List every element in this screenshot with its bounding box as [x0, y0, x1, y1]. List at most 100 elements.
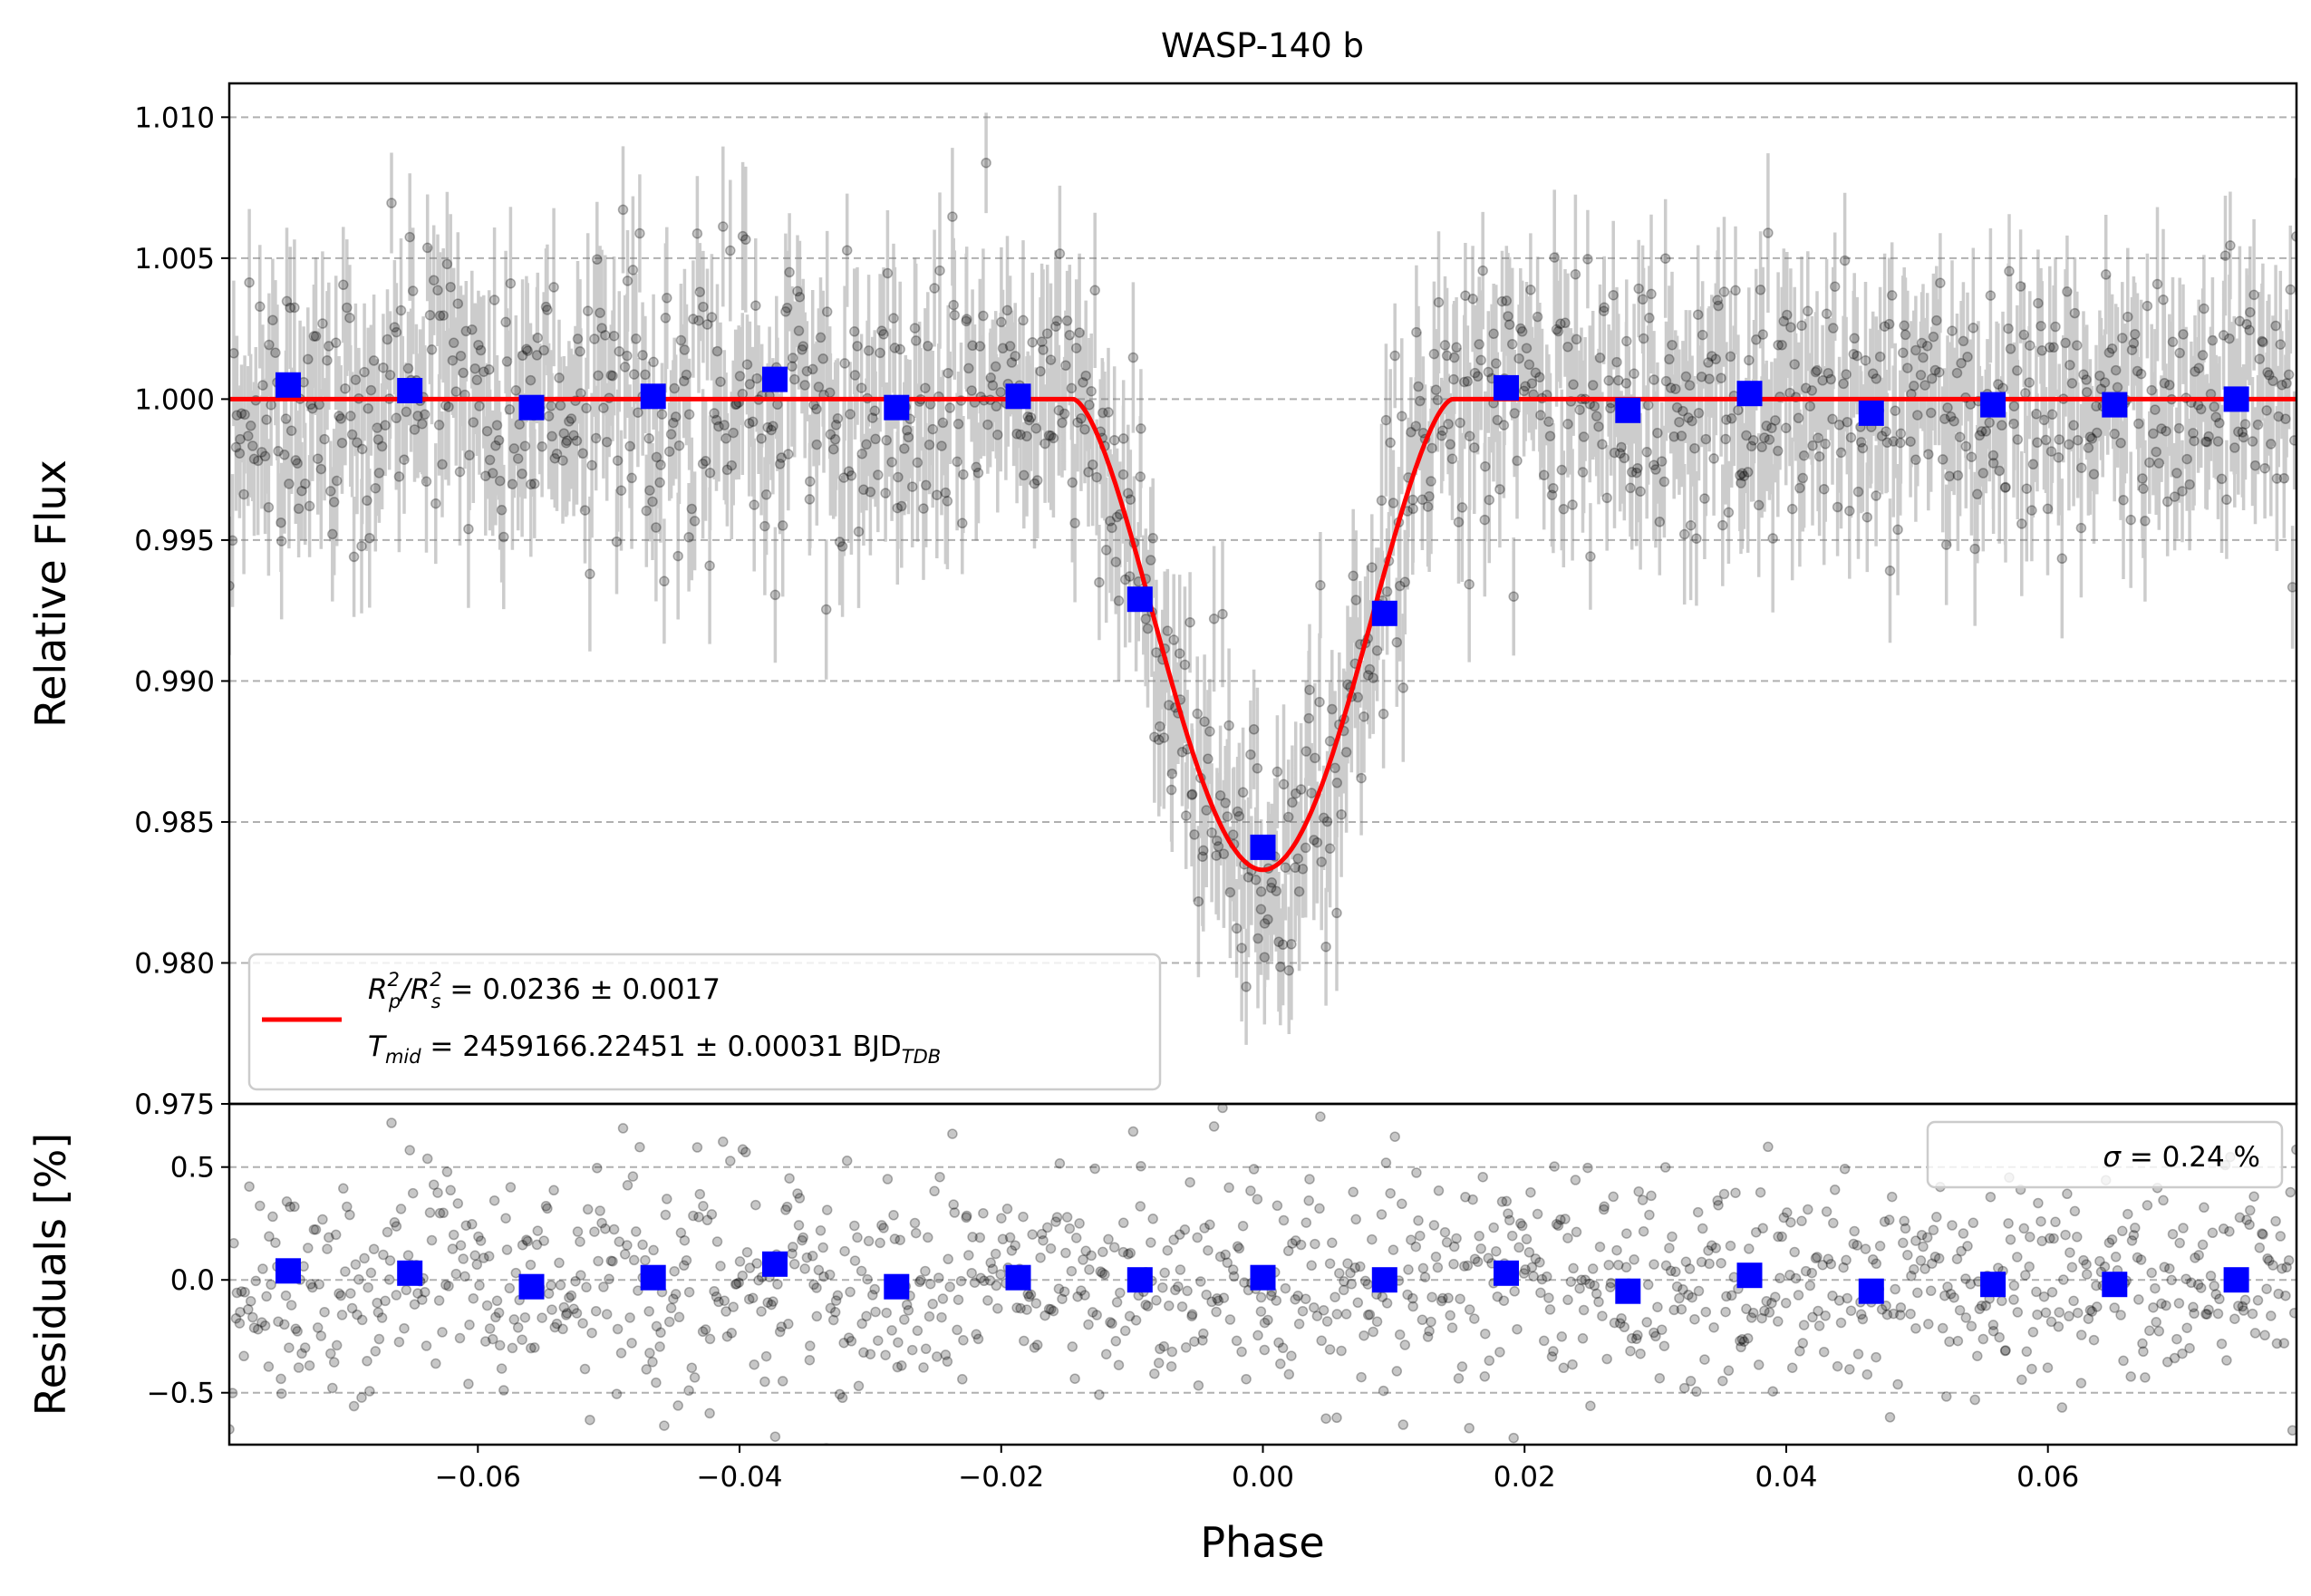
residual-point [1446, 1322, 1458, 1333]
residual-point [996, 1213, 1007, 1224]
residual-point [693, 1212, 704, 1223]
residual-point [2099, 1261, 2111, 1272]
residual-point [526, 1342, 537, 1354]
residual-point [631, 1226, 642, 1237]
residual-point [2018, 1223, 2030, 1234]
flux-point [797, 344, 807, 355]
flux-point [1204, 726, 1215, 737]
flux-point [2287, 582, 2296, 593]
flux-point [1693, 408, 1705, 419]
residual-point [455, 1240, 467, 1251]
flux-y-tick-label: 0.975 [134, 1088, 215, 1121]
flux-point [1712, 295, 1723, 305]
residual-point [747, 1292, 759, 1303]
flux-point [2128, 338, 2140, 349]
residual-point [1292, 1291, 1303, 1301]
residual-point [982, 1295, 993, 1306]
residual-point [1534, 1257, 1545, 1268]
residual-point [437, 1327, 448, 1338]
residual-point [560, 1310, 572, 1320]
residual-point [1825, 1258, 1837, 1270]
residual-point [2008, 1280, 2020, 1291]
flux-point [1842, 416, 1853, 428]
residual-point [1428, 1220, 1440, 1231]
flux-point [2281, 378, 2292, 389]
residual-point [867, 1290, 878, 1301]
residual-point [1976, 1300, 1987, 1311]
flux-panel: 0.9750.9800.9850.9900.9951.0001.0051.010… [26, 82, 2298, 1121]
residual-point [1707, 1240, 1717, 1252]
residual-point [2280, 1290, 2291, 1301]
residual-point [315, 1330, 327, 1341]
flux-point [1560, 317, 1571, 329]
flux-point [1933, 366, 1945, 378]
residual-point [832, 1290, 844, 1301]
flux-point [1428, 348, 1440, 360]
residual-point [487, 1333, 498, 1345]
residual-point [1756, 1312, 1767, 1324]
residual-point [1107, 1318, 1117, 1330]
flux-point [1503, 311, 1513, 322]
residual-point [1151, 1295, 1162, 1306]
flux-point [395, 305, 407, 316]
flux-point [1999, 482, 2011, 493]
residual-point [1290, 1235, 1301, 1246]
flux-point [607, 370, 618, 382]
residual-point [1972, 1350, 1983, 1361]
residual-point [873, 1335, 884, 1346]
flux-point [438, 310, 449, 321]
residual-point [853, 1380, 865, 1392]
residual-point [1397, 1419, 1409, 1430]
residual-point [296, 1348, 307, 1359]
flux-point [1321, 816, 1333, 827]
residual-point [647, 1357, 658, 1368]
flux-point [2238, 431, 2249, 443]
flux-point [2053, 452, 2064, 463]
residual-point [1692, 1206, 1704, 1218]
flux-point [768, 421, 778, 431]
residual-point [1689, 1313, 1700, 1325]
residual-point [376, 1312, 388, 1323]
residual-point [1480, 1328, 1491, 1340]
flux-point [327, 528, 338, 540]
residual-point [756, 1306, 767, 1317]
residual-point [331, 1340, 343, 1351]
residual-point [2072, 1307, 2084, 1319]
residual-point [510, 1267, 522, 1279]
flux-point [920, 479, 932, 491]
flux-point [1512, 455, 1523, 467]
residual-point [303, 1243, 314, 1253]
residuals-panel: −0.50.00.5 −0.06 −0.04 −0.02 0.00 0.02 0.04 0.… [26, 1102, 2298, 1567]
residual-point [345, 1288, 356, 1299]
residual-point [1931, 1212, 1942, 1223]
flux-point [1437, 425, 1448, 436]
residual-point [452, 1198, 464, 1209]
residual-point [1488, 1222, 1499, 1233]
flux-point [2277, 379, 2287, 391]
residual-point [691, 1142, 703, 1153]
residual-point [849, 1255, 861, 1266]
residual-point [713, 1296, 724, 1308]
flux-point [2021, 483, 2033, 494]
residual-point [952, 1294, 964, 1305]
flux-point [421, 242, 433, 254]
flux-point [2151, 446, 2161, 458]
residual-point [1895, 1301, 1907, 1313]
flux-point [982, 419, 993, 430]
flux-point [927, 423, 938, 435]
residual-point [538, 1235, 549, 1246]
flux-point [1638, 333, 1649, 344]
flux-point [1352, 692, 1364, 703]
flux-point [1022, 411, 1033, 422]
flux-point [292, 458, 303, 469]
residual-point [1786, 1362, 1798, 1373]
residual-point [293, 1362, 305, 1373]
flux-point [2109, 429, 2120, 440]
flux-point [2024, 377, 2035, 388]
flux-point [579, 505, 591, 516]
flux-point [1668, 431, 1679, 442]
flux-point [2081, 386, 2093, 398]
residual-point [876, 1220, 887, 1231]
residual-point [2287, 1425, 2296, 1436]
residual-point [1410, 1241, 1422, 1253]
